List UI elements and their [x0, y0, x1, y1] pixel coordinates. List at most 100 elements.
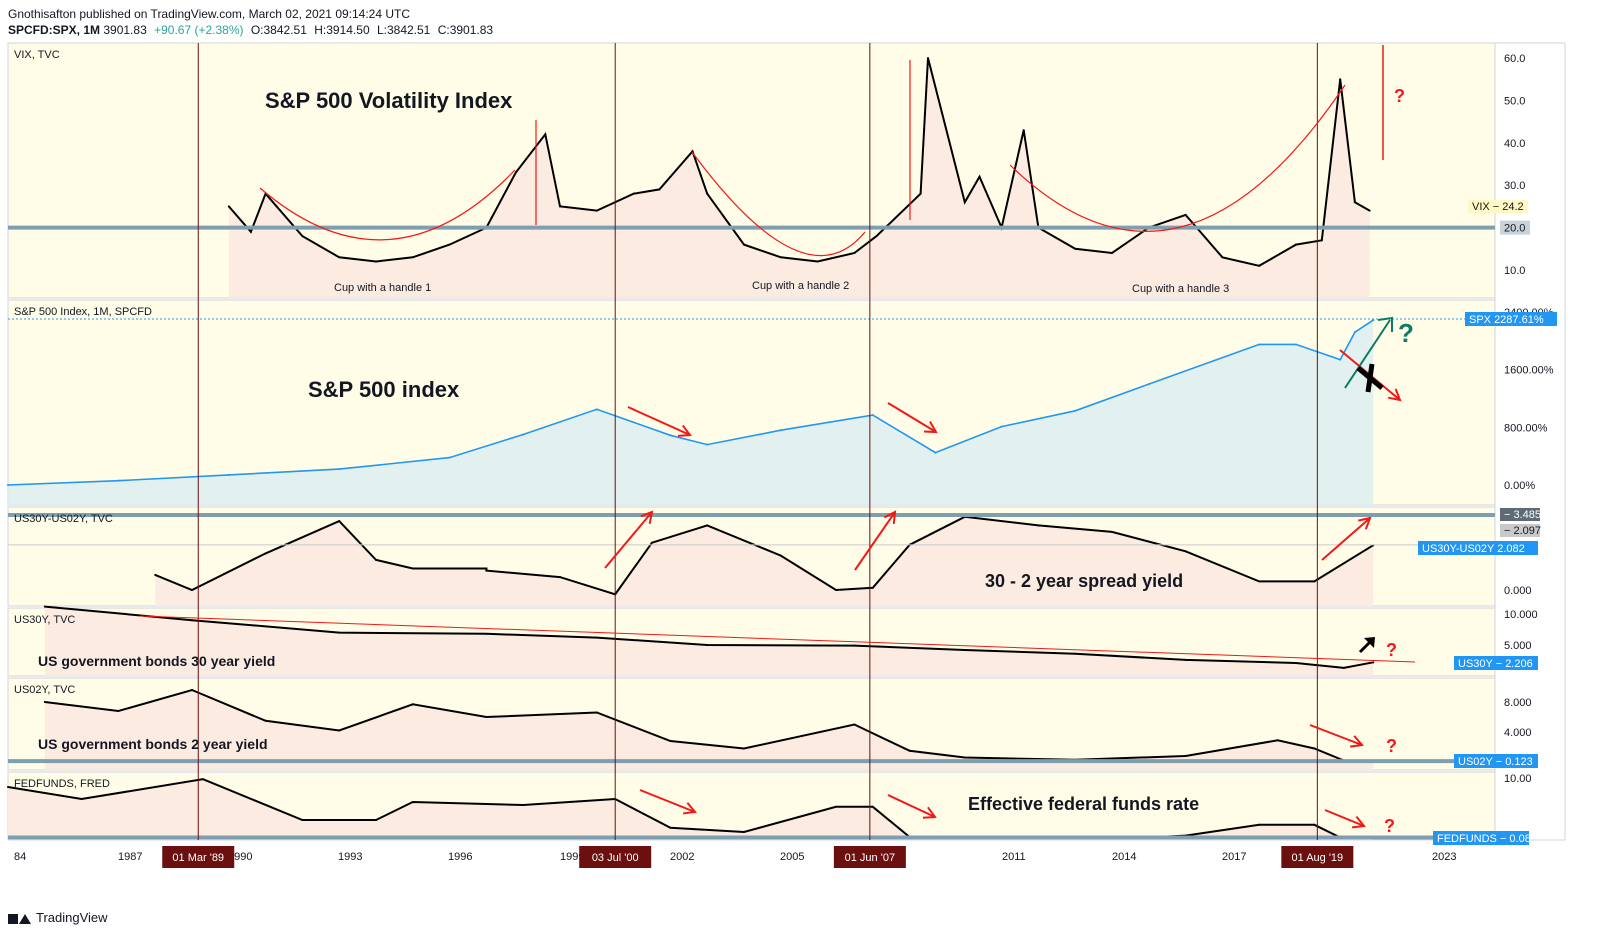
spx-heading: S&P 500 index: [308, 377, 460, 402]
series-us02-point: [743, 747, 745, 750]
series-spread-point: [1258, 580, 1261, 583]
open-value: O:3842.51: [250, 23, 307, 37]
series-vix-point: [927, 57, 929, 59]
high-value: H:3914.50: [314, 23, 370, 37]
price-tick-vix: 40.0: [1504, 138, 1525, 150]
series-us30-point: [595, 636, 598, 639]
fed-tag: FEDFUNDS − 0.08: [1437, 833, 1531, 845]
series-fed-point: [80, 798, 83, 800]
time-axis-label: 2005: [780, 851, 804, 863]
series-vix-point: [743, 243, 745, 246]
series-vix-point: [249, 230, 252, 233]
us02-question-mark: ?: [1386, 736, 1397, 756]
series-vix-point: [1022, 129, 1025, 132]
red-arrow-icon: [887, 402, 937, 433]
panel-us02-title: US02Y, TVC: [14, 684, 75, 696]
red-arrow-icon: [854, 511, 896, 571]
series-us02-point: [1276, 739, 1279, 742]
series-spread-point: [1313, 580, 1316, 583]
price-tick-vix: 10.0: [1504, 265, 1525, 277]
publish-line: Gnothisafton published on TradingView.co…: [8, 7, 411, 21]
series-us02-point: [1313, 747, 1316, 750]
red-arrowhead-icon: [682, 802, 697, 815]
fed-question-mark: ?: [1384, 816, 1395, 836]
marker-label-3: 01 Jun '07: [845, 852, 895, 864]
vix-heading: S&P 500 Volatility Index: [265, 88, 513, 113]
series-spx-point: [1353, 331, 1356, 334]
price-change: +90.67 (+2.38%): [154, 23, 244, 37]
series-spread-point: [835, 589, 837, 591]
series-us30-point: [1295, 661, 1297, 664]
spread-tag-bg: [1418, 541, 1538, 555]
series-vix-point: [411, 256, 414, 259]
series-us02-point: [908, 749, 911, 752]
series-vix-point: [816, 260, 819, 263]
series-spread-point: [1111, 530, 1113, 533]
series-us30-point: [485, 632, 488, 635]
series-spx-point: [522, 433, 525, 436]
time-axis-label: 1987: [118, 851, 142, 863]
red-arrowhead-icon: [1351, 816, 1366, 829]
series-vix-point: [919, 192, 922, 195]
panel-vix-title: VIX, TVC: [14, 49, 60, 61]
series-spread-point: [1184, 550, 1187, 553]
series-spx-line: [7, 319, 1374, 486]
series-us30-point: [1342, 666, 1345, 669]
red-arrowhead-icon: [1349, 735, 1364, 748]
time-axis-label: 2011: [1002, 851, 1026, 863]
cup-curve-3: [1009, 84, 1346, 232]
series-us02-point: [338, 729, 341, 732]
series-vix-point: [706, 192, 709, 195]
series-vix-line: [228, 57, 1371, 267]
series-vix-point: [875, 235, 878, 238]
price-tick-us02: 4.000: [1504, 727, 1532, 739]
red-arrowhead-icon: [640, 510, 654, 524]
spread-level-1-tag: − 3.485: [1504, 509, 1541, 521]
cup-annotation-2: Cup with a handle 2: [752, 280, 849, 292]
black-arrowhead-icon: [1364, 637, 1375, 648]
price-tick-us02: 8.000: [1504, 697, 1532, 709]
series-vix-point: [1320, 239, 1323, 242]
series-us02-point: [43, 701, 46, 703]
us30-tag-bg: [1454, 656, 1538, 670]
red-arrowhead-icon: [922, 806, 937, 819]
series-vix-point: [978, 175, 981, 178]
price-tick-fed: 10.00: [1504, 773, 1532, 785]
marker-label-4: 01 Aug '19: [1292, 852, 1344, 864]
series-fed-point: [301, 819, 304, 821]
series-spx-point: [1372, 319, 1375, 322]
red-arrow-icon: [604, 511, 653, 569]
series-vix-point: [544, 133, 547, 136]
red-arrow-icon: [887, 794, 936, 818]
green-arrowhead-icon: [1377, 316, 1393, 332]
cup-curve-1: [259, 169, 516, 241]
series-spread-point: [559, 576, 561, 579]
price-tick-spx: 800.00%: [1504, 422, 1548, 434]
series-fed-point: [202, 778, 205, 781]
marker-label-2: 03 Jul '00: [592, 852, 639, 864]
series-spx-point: [934, 451, 937, 454]
series-us02-point: [595, 711, 598, 714]
us30-question-mark: ?: [1386, 640, 1397, 660]
chart-header: Gnothisafton published on TradingView.co…: [8, 6, 497, 38]
cup-annotation-1: Cup with a handle 1: [334, 282, 431, 294]
series-spx-point: [7, 484, 9, 486]
spread-level-2-tag: − 2.097: [1504, 525, 1541, 537]
red-arrowhead-icon: [677, 424, 692, 437]
price-tick-vix: 60.0: [1504, 53, 1525, 65]
marker-label-1: 01 Mar '89: [172, 852, 224, 864]
series-vix-point: [779, 256, 782, 259]
series-vix-point: [448, 243, 451, 246]
series-spx-point: [1258, 343, 1261, 346]
series-us02-area: [44, 690, 1374, 770]
series-us30-point: [963, 648, 966, 651]
time-axis-label: 2002: [670, 851, 694, 863]
series-spread-point: [375, 558, 377, 561]
series-us30-point: [706, 644, 709, 646]
red-arrow-icon: [1309, 724, 1363, 746]
series-vix-point: [227, 205, 230, 208]
last-price: 3901.83: [103, 23, 147, 37]
series-spread-point: [871, 586, 874, 589]
vix-question-mark: ?: [1394, 86, 1405, 106]
